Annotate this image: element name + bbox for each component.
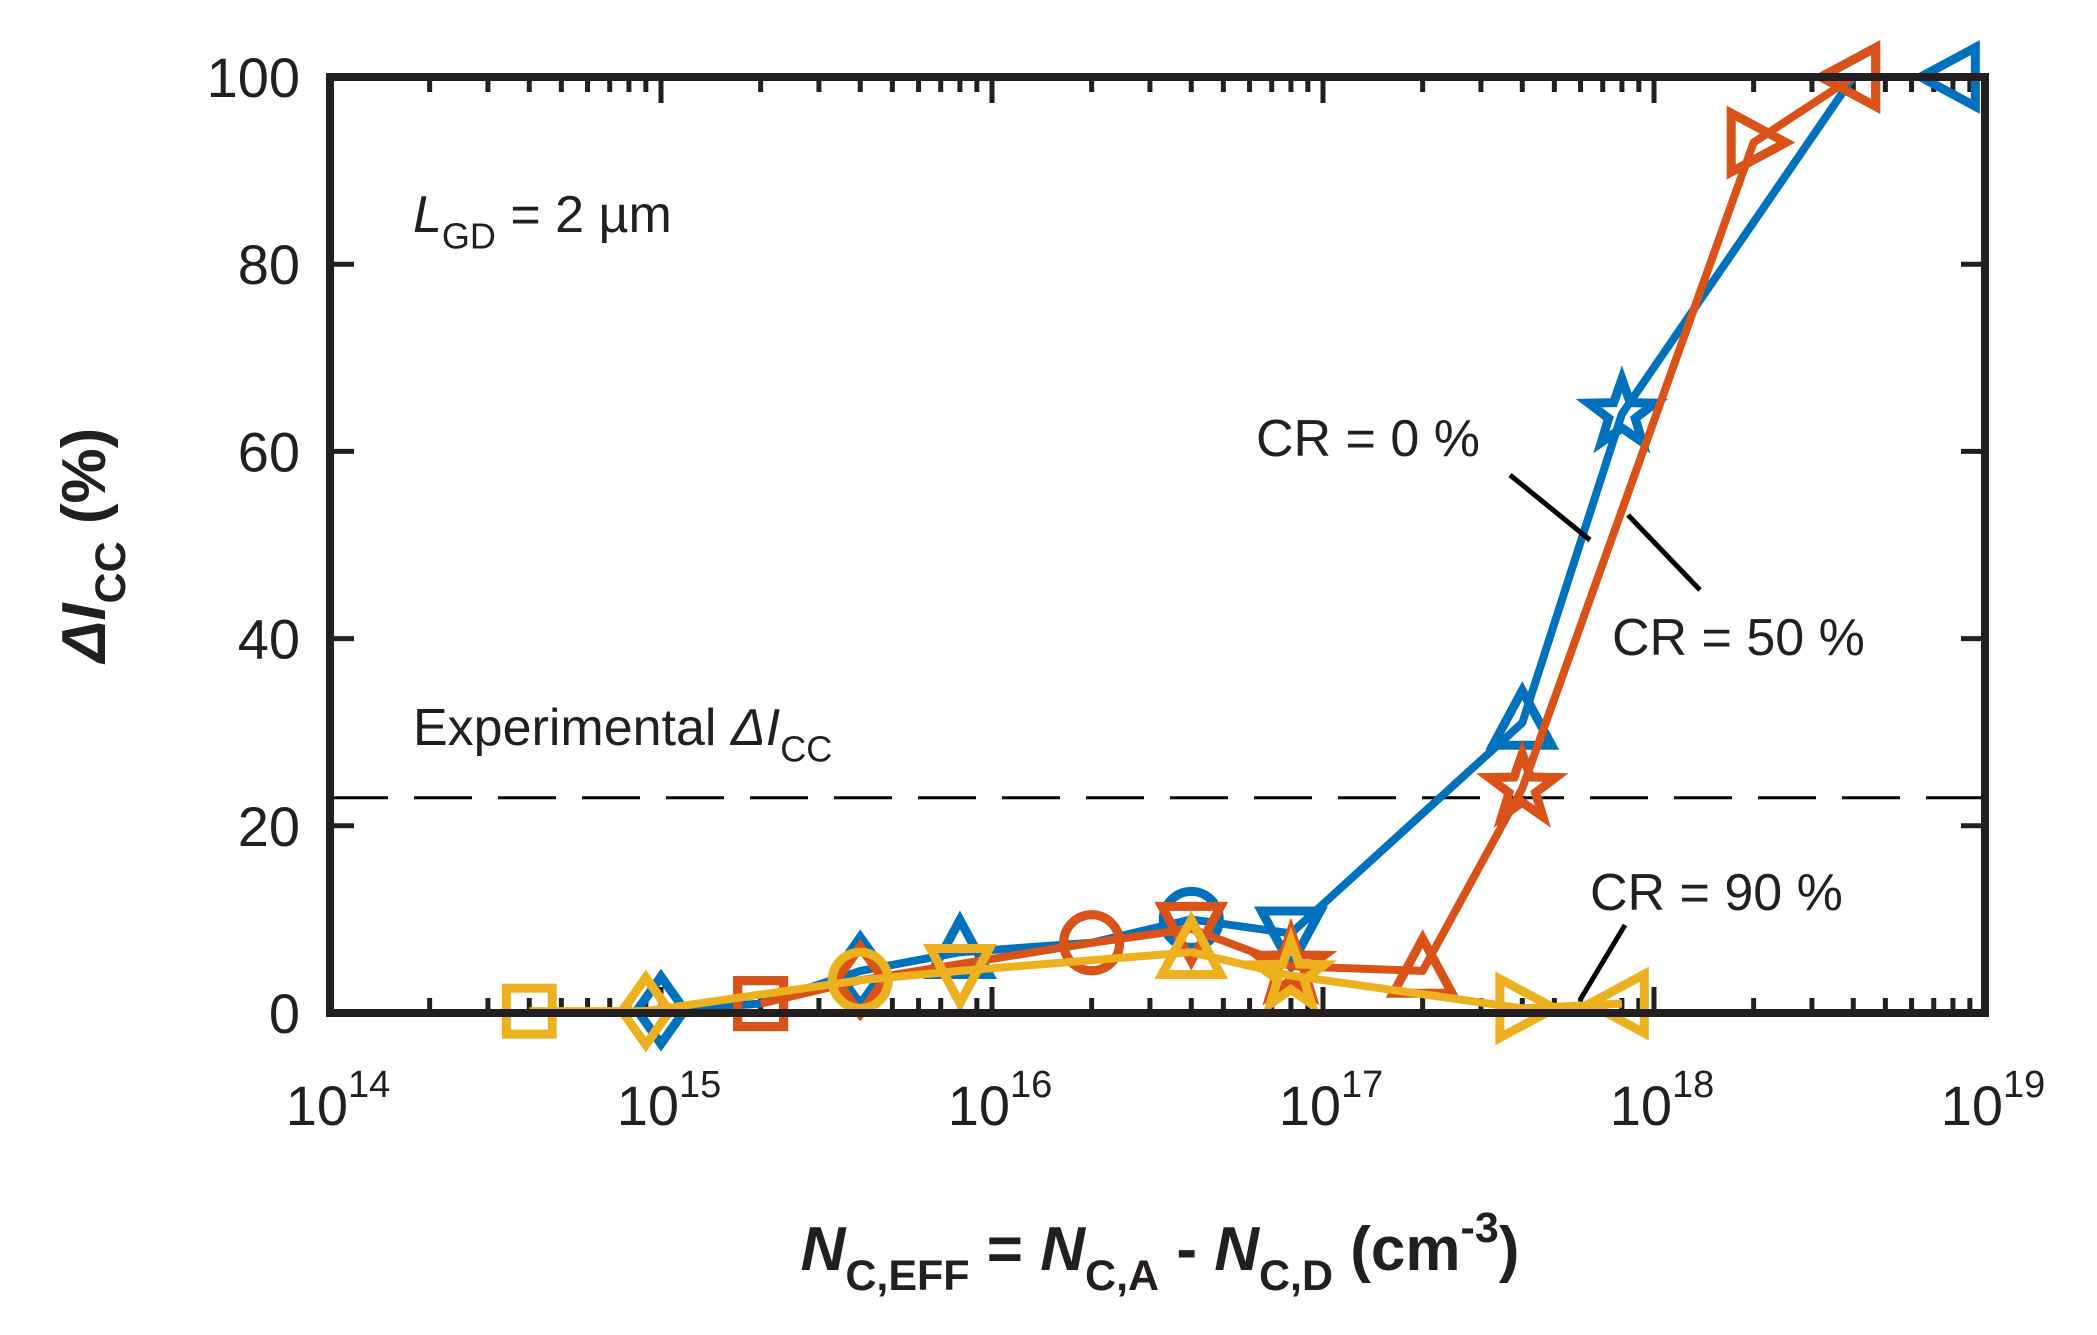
axis-labels: 1014 1015 1016 1017 1018 1019 0 20 40 60 80 100 NC,E… bbox=[50, 46, 2045, 1300]
triangle-down-marker bbox=[922, 943, 997, 1013]
triangle-up-marker bbox=[1154, 910, 1229, 980]
circle-marker bbox=[827, 947, 893, 1013]
star-marker bbox=[1475, 739, 1569, 828]
diamond-marker bbox=[616, 969, 676, 1053]
y-tick-label: 20 bbox=[238, 795, 300, 858]
star-marker bbox=[1575, 365, 1669, 454]
series-group bbox=[501, 40, 1980, 1053]
annotation-cr90: CR = 90 % bbox=[1590, 864, 1843, 922]
triangle-down-marker bbox=[1253, 906, 1328, 976]
annotation-leader-line bbox=[1626, 513, 1702, 592]
annotation-cr50: CR = 50 % bbox=[1612, 609, 1865, 667]
triangle-left-marker bbox=[1580, 966, 1649, 1041]
triangle-right-marker bbox=[1726, 105, 1796, 180]
x-tick-label: 1017 bbox=[1279, 1064, 1384, 1137]
y-axis-title: ΔICC (%) bbox=[50, 428, 135, 665]
y-tick-label: 0 bbox=[269, 982, 300, 1045]
annotation-lgd: LGD = 2 µm bbox=[413, 186, 672, 257]
star-marker bbox=[1244, 917, 1338, 1006]
series-2 bbox=[501, 910, 1649, 1053]
x-axis-title: NC,EFF = NC,A - NC,D (cm-3) bbox=[801, 1204, 1520, 1300]
annotation-leader-line bbox=[1577, 923, 1628, 1002]
annotation-cr0: CR = 0 % bbox=[1256, 410, 1480, 468]
y-tick-label: 100 bbox=[207, 46, 300, 109]
circle-marker bbox=[1059, 910, 1125, 976]
x-tick-label: 1018 bbox=[1610, 1064, 1715, 1137]
star-marker bbox=[1244, 926, 1338, 1015]
triangle-right-marker bbox=[1495, 971, 1564, 1046]
annotations: LGD = 2 µm Experimental ΔICC CR = 0 % CR = … bbox=[413, 186, 1865, 1002]
x-tick-label: 1019 bbox=[1941, 1064, 2046, 1137]
y-tick-label: 40 bbox=[238, 608, 300, 671]
plot-frame bbox=[326, 73, 1989, 1017]
annotation-leader-line bbox=[1508, 473, 1592, 542]
y-tick-label: 60 bbox=[238, 420, 300, 483]
circle-marker bbox=[1158, 886, 1224, 952]
plot-area-border bbox=[326, 73, 1989, 1017]
x-tick-label: 1016 bbox=[948, 1064, 1053, 1137]
x-tick-label: 1015 bbox=[617, 1064, 722, 1137]
diamond-marker bbox=[631, 968, 691, 1052]
annotation-experimental: Experimental ΔICC bbox=[413, 699, 832, 770]
series-line bbox=[529, 948, 1623, 1016]
y-tick-label: 80 bbox=[238, 233, 300, 296]
triangle-down-marker bbox=[1154, 901, 1229, 971]
square-marker bbox=[733, 976, 789, 1032]
x-tick-label: 1014 bbox=[286, 1064, 391, 1137]
